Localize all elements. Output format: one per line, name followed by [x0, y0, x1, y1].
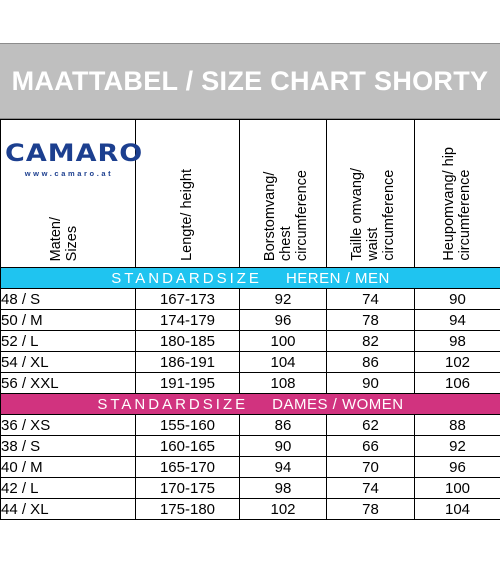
height-cell: 186-191 [135, 351, 240, 373]
chest-cell: 96 [239, 309, 327, 331]
column-header-height: Lengte/ height [179, 169, 195, 261]
height-cell: 191-195 [135, 372, 240, 394]
header-cell-chest: Borstomvang/ chest circumference [239, 119, 327, 268]
header-cell-waist: Taille omvang/ waist circumference [326, 119, 415, 268]
waist-cell: 90 [326, 372, 415, 394]
size-cell: 40 / M [0, 456, 136, 478]
table-row: 56 / XXL 191-195 108 90 106 [0, 372, 500, 394]
logo-brand: CAMARO [5, 139, 144, 168]
size-cell: 36 / XS [0, 414, 136, 436]
chest-cell: 90 [239, 435, 327, 457]
hip-cell: 100 [414, 477, 500, 499]
chest-cell: 102 [239, 498, 327, 520]
table-row: 50 / M 174-179 96 78 94 [0, 309, 500, 331]
size-cell: 44 / XL [0, 498, 136, 520]
section-band-women: STANDARDSIZE DAMES / WOMEN [0, 393, 500, 415]
size-cell: 42 / L [0, 477, 136, 499]
hip-cell: 102 [414, 351, 500, 373]
column-header-waist: Taille omvang/ waist circumference [349, 168, 397, 261]
column-header-sizes: Maten/ Sizes [48, 216, 80, 261]
section-label: STANDARDSIZE [97, 395, 249, 413]
height-cell: 165-170 [135, 456, 240, 478]
header-cell-height: Lengte/ height [135, 119, 240, 268]
table-row: 38 / S 160-165 90 66 92 [0, 435, 500, 457]
chest-cell: 92 [239, 288, 327, 310]
height-cell: 167-173 [135, 288, 240, 310]
table-row: 52 / L 180-185 100 82 98 [0, 330, 500, 352]
size-cell: 38 / S [0, 435, 136, 457]
hip-cell: 104 [414, 498, 500, 520]
chest-cell: 98 [239, 477, 327, 499]
size-cell: 56 / XXL [0, 372, 136, 394]
waist-cell: 78 [326, 498, 415, 520]
height-cell: 174-179 [135, 309, 240, 331]
height-cell: 180-185 [135, 330, 240, 352]
waist-cell: 74 [326, 288, 415, 310]
waist-cell: 86 [326, 351, 415, 373]
hip-cell: 90 [414, 288, 500, 310]
section-band-men: STANDARDSIZE HEREN / MEN [0, 267, 500, 289]
size-cell: 50 / M [0, 309, 136, 331]
chest-cell: 86 [239, 414, 327, 436]
table-row: 42 / L 170-175 98 74 100 [0, 477, 500, 499]
table-row: 54 / XL 186-191 104 86 102 [0, 351, 500, 373]
hip-cell: 94 [414, 309, 500, 331]
camaro-logo: CAMARO www.camaro.at [5, 139, 144, 178]
chest-cell: 100 [239, 330, 327, 352]
hip-cell: 96 [414, 456, 500, 478]
table-row: 48 / S 167-173 92 74 90 [0, 288, 500, 310]
height-cell: 175-180 [135, 498, 240, 520]
table-row: 40 / M 165-170 94 70 96 [0, 456, 500, 478]
chest-cell: 94 [239, 456, 327, 478]
section-band-cell: STANDARDSIZE HEREN / MEN [0, 267, 500, 289]
page-title: MAATTABEL / SIZE CHART SHORTY [11, 65, 489, 96]
section-label: STANDARDSIZE [111, 269, 262, 287]
chest-cell: 104 [239, 351, 327, 373]
height-cell: 155-160 [135, 414, 240, 436]
waist-cell: 78 [326, 309, 415, 331]
section-sublabel: DAMES / WOMEN [272, 395, 404, 413]
logo-url: www.camaro.at [24, 169, 114, 178]
table-row: 44 / XL 175-180 102 78 104 [0, 498, 500, 520]
chest-cell: 108 [239, 372, 327, 394]
waist-cell: 74 [326, 477, 415, 499]
waist-cell: 70 [326, 456, 415, 478]
hip-cell: 92 [414, 435, 500, 457]
height-cell: 160-165 [135, 435, 240, 457]
hip-cell: 98 [414, 330, 500, 352]
hip-cell: 88 [414, 414, 500, 436]
waist-cell: 62 [326, 414, 415, 436]
title-bar: MAATTABEL / SIZE CHART SHORTY [0, 43, 500, 119]
section-band-cell: STANDARDSIZE DAMES / WOMEN [0, 393, 500, 415]
section-sublabel: HEREN / MEN [285, 269, 390, 287]
size-cell: 54 / XL [0, 351, 136, 373]
table-row: 36 / XS 155-160 86 62 88 [0, 414, 500, 436]
column-header-chest: Borstomvang/ chest circumference [262, 169, 310, 261]
waist-cell: 66 [326, 435, 415, 457]
hip-cell: 106 [414, 372, 500, 394]
header-cell-sizes: CAMARO www.camaro.at Maten/ Sizes [0, 119, 144, 268]
size-cell: 52 / L [0, 330, 136, 352]
header-row: CAMARO www.camaro.at Maten/ Sizes Lengte… [0, 119, 500, 268]
size-table: CAMARO www.camaro.at Maten/ Sizes Lengte… [0, 119, 500, 520]
size-cell: 48 / S [0, 288, 136, 310]
height-cell: 170-175 [135, 477, 240, 499]
header-cell-hip: Heupomvang/ hip circumference [414, 119, 500, 268]
waist-cell: 82 [326, 330, 415, 352]
column-header-hip: Heupomvang/ hip circumference [441, 147, 473, 261]
